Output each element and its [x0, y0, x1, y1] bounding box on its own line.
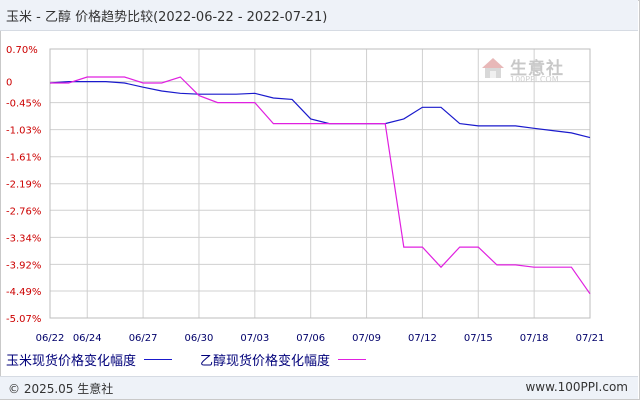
watermark-text: 生意社	[510, 59, 564, 79]
x-tick-label: 06/24	[73, 333, 102, 344]
y-tick-label: -2.19%	[6, 180, 41, 191]
series-line-corn	[49, 80, 591, 139]
watermark: 生意社 100PPI.COM	[480, 54, 580, 90]
axis-layer	[49, 48, 591, 319]
x-tick-label: 07/18	[520, 333, 549, 344]
y-tick-label: -0.45%	[6, 99, 41, 110]
legend-label-corn: 玉米现货价格变化幅度	[6, 354, 137, 369]
legend-swatch-ethanol	[338, 359, 367, 360]
series-line-ethanol	[50, 76, 591, 295]
x-tick-label: 07/09	[352, 333, 381, 344]
legend-label-ethanol: 乙醇现货价格变化幅度	[200, 354, 331, 369]
plot-border	[49, 48, 591, 319]
legend-swatch-corn	[144, 359, 173, 360]
x-tick-label: 07/12	[408, 333, 437, 344]
y-tick-label: -1.03%	[6, 126, 41, 137]
site-url-link[interactable]: www.100PPI.com	[525, 380, 628, 394]
y-tick-label: 0	[6, 78, 12, 89]
y-tick-label: -2.76%	[6, 206, 41, 217]
x-tick-label: 06/27	[129, 333, 158, 344]
x-tick-label: 06/22	[36, 333, 65, 344]
label-layer: 0.70% 0 -0.45% -1.03% -1.61% -2.19% -2.76% -3.3…	[6, 45, 604, 344]
x-tick-label: 07/06	[296, 333, 325, 344]
legend-item-ethanol: 乙醇现货价格变化幅度	[200, 349, 367, 369]
x-tick-label: 07/21	[576, 333, 605, 344]
watermark-subtext: 100PPI.COM	[510, 75, 559, 84]
series-layer	[49, 76, 591, 295]
y-tick-label: -4.49%	[6, 287, 41, 298]
house-logo-icon	[482, 58, 504, 78]
x-tick-label: 06/30	[185, 333, 214, 344]
title-bar: 玉米 - 乙醇 价格趋势比较(2022-06-22 - 2022-07-21)	[0, 0, 638, 31]
y-tick-label: 0.70%	[6, 45, 38, 56]
y-tick-label: -3.92%	[6, 260, 41, 271]
y-tick-label: -1.61%	[6, 153, 41, 164]
x-tick-label: 07/15	[464, 333, 493, 344]
footer-bar: © 2025.05 生意社 www.100PPI.com	[0, 376, 638, 399]
chart-title: 玉米 - 乙醇 价格趋势比较(2022-06-22 - 2022-07-21)	[6, 10, 328, 25]
y-tick-label: -3.34%	[6, 233, 41, 244]
x-tick-label: 07/03	[240, 333, 269, 344]
legend-item-corn: 玉米现货价格变化幅度	[6, 349, 173, 369]
y-tick-label: -5.07%	[6, 314, 41, 325]
copyright-text: © 2025.05 生意社	[8, 382, 114, 396]
